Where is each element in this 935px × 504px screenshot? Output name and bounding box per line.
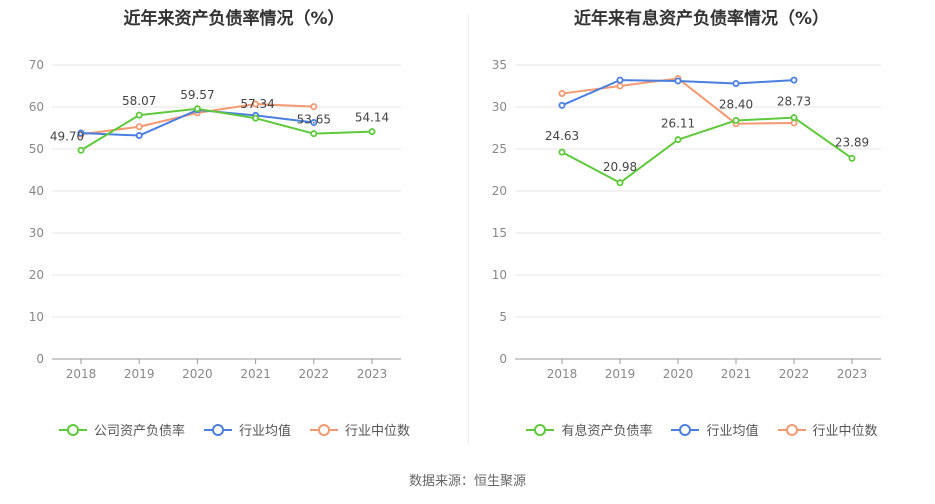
legend-item-industry-mean[interactable]: 行业均值 [670, 420, 759, 439]
y-tick-label: 15 [492, 226, 507, 240]
legend-label: 有息资产负债率 [561, 424, 653, 439]
legend-item-interest-bearing[interactable]: 有息资产负债率 [525, 420, 652, 439]
chart-left: 近年来资产负债率情况（%） 0 10 20 30 40 50 60 70 2018 2019 202… [0, 0, 468, 460]
data-point [674, 136, 682, 144]
chart-right: 近年来有息资产负债率情况（%） 0 5 10 15 20 25 30 35 2018 2019 20… [468, 0, 935, 460]
data-label: 26.11 [661, 117, 695, 131]
legend-item-industry-median[interactable]: 行业中位数 [309, 420, 410, 439]
y-tick-label: 20 [492, 184, 507, 198]
data-source-note: 数据来源：恒生聚源 [408, 474, 526, 489]
series-line [80, 107, 373, 152]
y-tick-label: 0 [36, 352, 44, 366]
data-label: 57.34 [240, 97, 274, 111]
y-tick-label: 70 [29, 58, 44, 72]
data-label: 49.70 [50, 129, 84, 143]
y-tick-label: 40 [29, 184, 44, 198]
data-label: 59.57 [180, 88, 214, 102]
data-point [193, 105, 201, 113]
y-tick-label: 20 [29, 268, 44, 282]
legend-swatch-icon [777, 423, 806, 436]
x-tick-label: 2021 [721, 367, 752, 381]
y-tick-label: 30 [492, 100, 507, 114]
legend-item-industry-median[interactable]: 行业中位数 [777, 420, 878, 439]
data-label: 28.40 [719, 97, 753, 111]
chart-legend: 有息资产负债率 行业均值 行业中位数 [468, 420, 935, 439]
y-tick-label: 10 [29, 310, 44, 324]
data-label: 23.89 [835, 135, 869, 149]
y-tick-label: 25 [492, 142, 507, 156]
data-point [252, 114, 260, 122]
data-label: 58.07 [122, 94, 156, 108]
data-label: 54.14 [355, 111, 389, 125]
legend-label: 行业均值 [238, 424, 291, 439]
chart-legend: 公司资产负债率 行业均值 行业中位数 [0, 420, 468, 439]
data-point [252, 100, 260, 108]
y-tick-label: 30 [29, 226, 44, 240]
data-point [848, 154, 856, 162]
y-tick-label: 5 [499, 310, 507, 324]
data-label: 53.65 [297, 113, 331, 127]
legend-label: 公司资产负债率 [93, 424, 185, 439]
legend-label: 行业中位数 [345, 424, 411, 439]
chart-title: 近年来资产负债率情况（%） [123, 9, 345, 29]
data-point [616, 76, 624, 84]
panel-divider [468, 14, 469, 444]
x-tick-label: 2019 [605, 367, 636, 381]
legend-swatch-icon [58, 423, 87, 436]
data-point [732, 116, 740, 124]
x-tick-label: 2022 [779, 367, 810, 381]
data-point [77, 129, 85, 137]
data-point [310, 119, 318, 127]
y-tick-label: 35 [492, 58, 507, 72]
series-line [561, 116, 853, 184]
data-point [732, 79, 740, 87]
data-point [558, 90, 566, 98]
x-tick-label: 2020 [182, 367, 213, 381]
chart-title: 近年来有息资产负债率情况（%） [573, 9, 830, 29]
y-tick-label: 60 [29, 100, 44, 114]
x-tick-label: 2023 [837, 367, 868, 381]
legend-swatch-icon [526, 423, 555, 436]
legend-swatch-icon [671, 423, 700, 436]
data-point [135, 132, 143, 140]
data-point [77, 146, 85, 154]
data-point [616, 82, 624, 90]
data-label: 20.98 [603, 160, 637, 174]
chart-plot-area: 0 10 20 30 40 50 60 70 2018 2019 2020 2021 2022 2023 4… [29, 58, 401, 381]
y-tick-label: 0 [499, 352, 507, 366]
legend-swatch-icon [203, 423, 232, 436]
data-point [790, 76, 798, 84]
data-point [674, 77, 682, 85]
legend-item-company[interactable]: 公司资产负债率 [58, 420, 185, 439]
x-tick-label: 2023 [357, 367, 388, 381]
data-point [310, 103, 318, 111]
y-tick-label: 10 [492, 268, 507, 282]
data-label: 24.63 [545, 129, 579, 143]
x-tick-label: 2021 [240, 367, 271, 381]
legend-swatch-icon [310, 423, 338, 436]
data-point [135, 111, 143, 119]
data-point [135, 123, 143, 131]
x-tick-label: 2019 [124, 367, 155, 381]
chart-plot-area: 0 5 10 15 20 25 30 35 2018 2019 2020 2021 2022 2023 24… [492, 58, 881, 381]
x-tick-label: 2020 [663, 367, 694, 381]
data-point [616, 179, 624, 187]
data-label: 28.73 [777, 95, 811, 109]
x-tick-label: 2022 [299, 367, 330, 381]
data-point [368, 128, 376, 136]
x-tick-label: 2018 [547, 367, 578, 381]
legend-label: 行业中位数 [812, 424, 878, 439]
y-tick-label: 50 [29, 142, 44, 156]
x-tick-label: 2018 [66, 367, 97, 381]
data-point [790, 114, 798, 122]
legend-label: 行业均值 [706, 424, 759, 439]
data-point [558, 148, 566, 156]
data-point [310, 130, 318, 138]
data-point [558, 101, 566, 109]
legend-item-industry-mean[interactable]: 行业均值 [203, 420, 291, 439]
